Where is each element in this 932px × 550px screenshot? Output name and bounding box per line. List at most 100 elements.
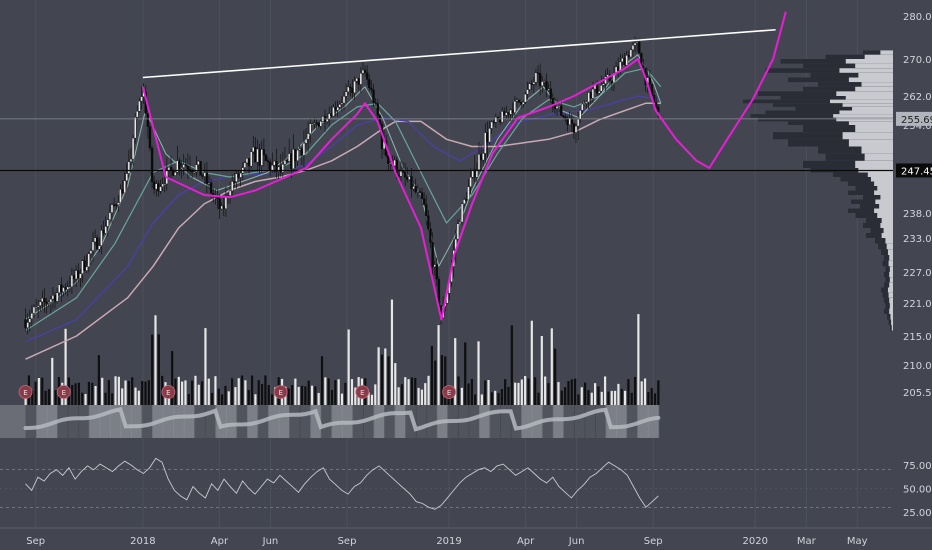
candle-up bbox=[328, 113, 331, 120]
volume-bar bbox=[224, 385, 227, 405]
volume-bar bbox=[221, 394, 224, 405]
volume-bar bbox=[610, 390, 613, 405]
volume-profile-bar-up bbox=[890, 314, 893, 320]
candle-down bbox=[403, 171, 407, 178]
candle-down bbox=[268, 161, 272, 171]
volume-bar bbox=[637, 314, 640, 405]
volume-bar bbox=[387, 356, 390, 405]
volume-bar bbox=[650, 388, 653, 405]
volume-bar bbox=[464, 342, 467, 405]
volume-bar bbox=[427, 375, 430, 405]
volume-bar bbox=[567, 381, 570, 405]
candle-up bbox=[456, 223, 460, 240]
candle-up bbox=[239, 172, 242, 178]
volume-bar bbox=[47, 389, 51, 405]
volume-bar bbox=[454, 338, 457, 405]
candle-up bbox=[296, 149, 299, 162]
candle-up bbox=[344, 91, 348, 97]
candle-up bbox=[585, 101, 588, 104]
volume-profile-bar bbox=[848, 190, 893, 195]
volume-bar bbox=[240, 375, 244, 405]
candle-up bbox=[203, 172, 206, 177]
rsi-axis: 75.00 50.00 25.00 bbox=[903, 461, 932, 519]
price-tick-label: 270.00 bbox=[903, 55, 932, 66]
candle-down bbox=[247, 158, 251, 167]
candle-up bbox=[193, 171, 196, 174]
volume-profile-bar bbox=[803, 125, 893, 133]
candle-down bbox=[237, 173, 240, 178]
candle-down bbox=[216, 197, 219, 199]
volume-profile-bar-up bbox=[833, 114, 893, 118]
volume-profile-bar bbox=[884, 282, 893, 288]
volume-bar bbox=[397, 387, 400, 405]
candle-up bbox=[62, 287, 65, 293]
volume-profile-bar bbox=[851, 199, 893, 204]
candle-down bbox=[560, 105, 563, 116]
volume-profile-bar bbox=[848, 208, 893, 213]
volume-bar bbox=[294, 378, 297, 405]
candle-up bbox=[591, 88, 595, 99]
earnings-marker: E bbox=[56, 385, 71, 399]
candle-up bbox=[342, 96, 346, 104]
candle-up bbox=[557, 105, 561, 108]
volume-profile-bar bbox=[881, 287, 893, 293]
candle-up bbox=[41, 298, 44, 302]
candle-down bbox=[186, 165, 190, 170]
volume-profile-bar-up bbox=[886, 243, 893, 250]
candle-down bbox=[349, 86, 352, 89]
volume-bar bbox=[264, 375, 267, 405]
volume-profile-bar-up bbox=[880, 50, 893, 55]
candle-down bbox=[572, 123, 576, 133]
candle-down bbox=[492, 121, 495, 124]
candle-down bbox=[60, 284, 63, 293]
volume-bar bbox=[470, 379, 473, 405]
volume-bar bbox=[317, 392, 320, 405]
rsi-tick-label: 50.00 bbox=[903, 485, 932, 496]
volume-bar bbox=[184, 380, 187, 405]
ribbon-segment bbox=[299, 405, 312, 438]
volume-bar bbox=[237, 378, 240, 405]
volume-bar bbox=[270, 394, 274, 405]
volume-profile-bar-up bbox=[848, 121, 893, 125]
volume-bar bbox=[257, 380, 260, 405]
candle-up bbox=[252, 146, 255, 152]
time-tick-label: Sep bbox=[26, 536, 45, 547]
candle-down bbox=[610, 80, 614, 83]
volume-profile-bar bbox=[758, 117, 893, 122]
ribbon-segment bbox=[384, 405, 396, 438]
candle-down bbox=[24, 319, 27, 328]
price-tick-label: 280.00 bbox=[903, 12, 932, 23]
volume-profile-bar bbox=[882, 292, 893, 298]
candle-up bbox=[245, 158, 249, 164]
volume-bar bbox=[640, 381, 643, 405]
earnings-circle bbox=[161, 385, 176, 399]
volume-bar bbox=[520, 379, 523, 405]
candle-up bbox=[477, 154, 481, 170]
volume-profile-bar-up bbox=[845, 59, 893, 64]
volume-bar bbox=[550, 328, 553, 405]
candle-up bbox=[631, 45, 635, 50]
volume-bar bbox=[377, 347, 380, 405]
candle-up bbox=[138, 100, 141, 112]
candle-up bbox=[304, 139, 308, 144]
ribbon-segment bbox=[310, 405, 322, 438]
volume-bar bbox=[504, 379, 507, 405]
candle-down bbox=[654, 102, 658, 108]
volume-profile-bar bbox=[885, 303, 893, 309]
volume-bar bbox=[307, 380, 310, 405]
candle-down bbox=[330, 113, 333, 117]
volume-bar bbox=[300, 385, 304, 405]
price-tick-label: 215.00 bbox=[903, 332, 932, 343]
volume-profile bbox=[743, 50, 893, 331]
candle-down bbox=[374, 102, 377, 104]
candle-down bbox=[372, 89, 375, 103]
candle-up bbox=[532, 82, 536, 85]
candle-up bbox=[51, 295, 55, 300]
earnings-label: E bbox=[278, 389, 282, 397]
earnings-label: E bbox=[447, 389, 451, 397]
candle-up bbox=[283, 160, 287, 165]
candle-up bbox=[39, 301, 42, 306]
candle-down bbox=[254, 146, 257, 163]
volume-profile-bar-up bbox=[889, 272, 893, 278]
candle-up bbox=[49, 298, 53, 303]
